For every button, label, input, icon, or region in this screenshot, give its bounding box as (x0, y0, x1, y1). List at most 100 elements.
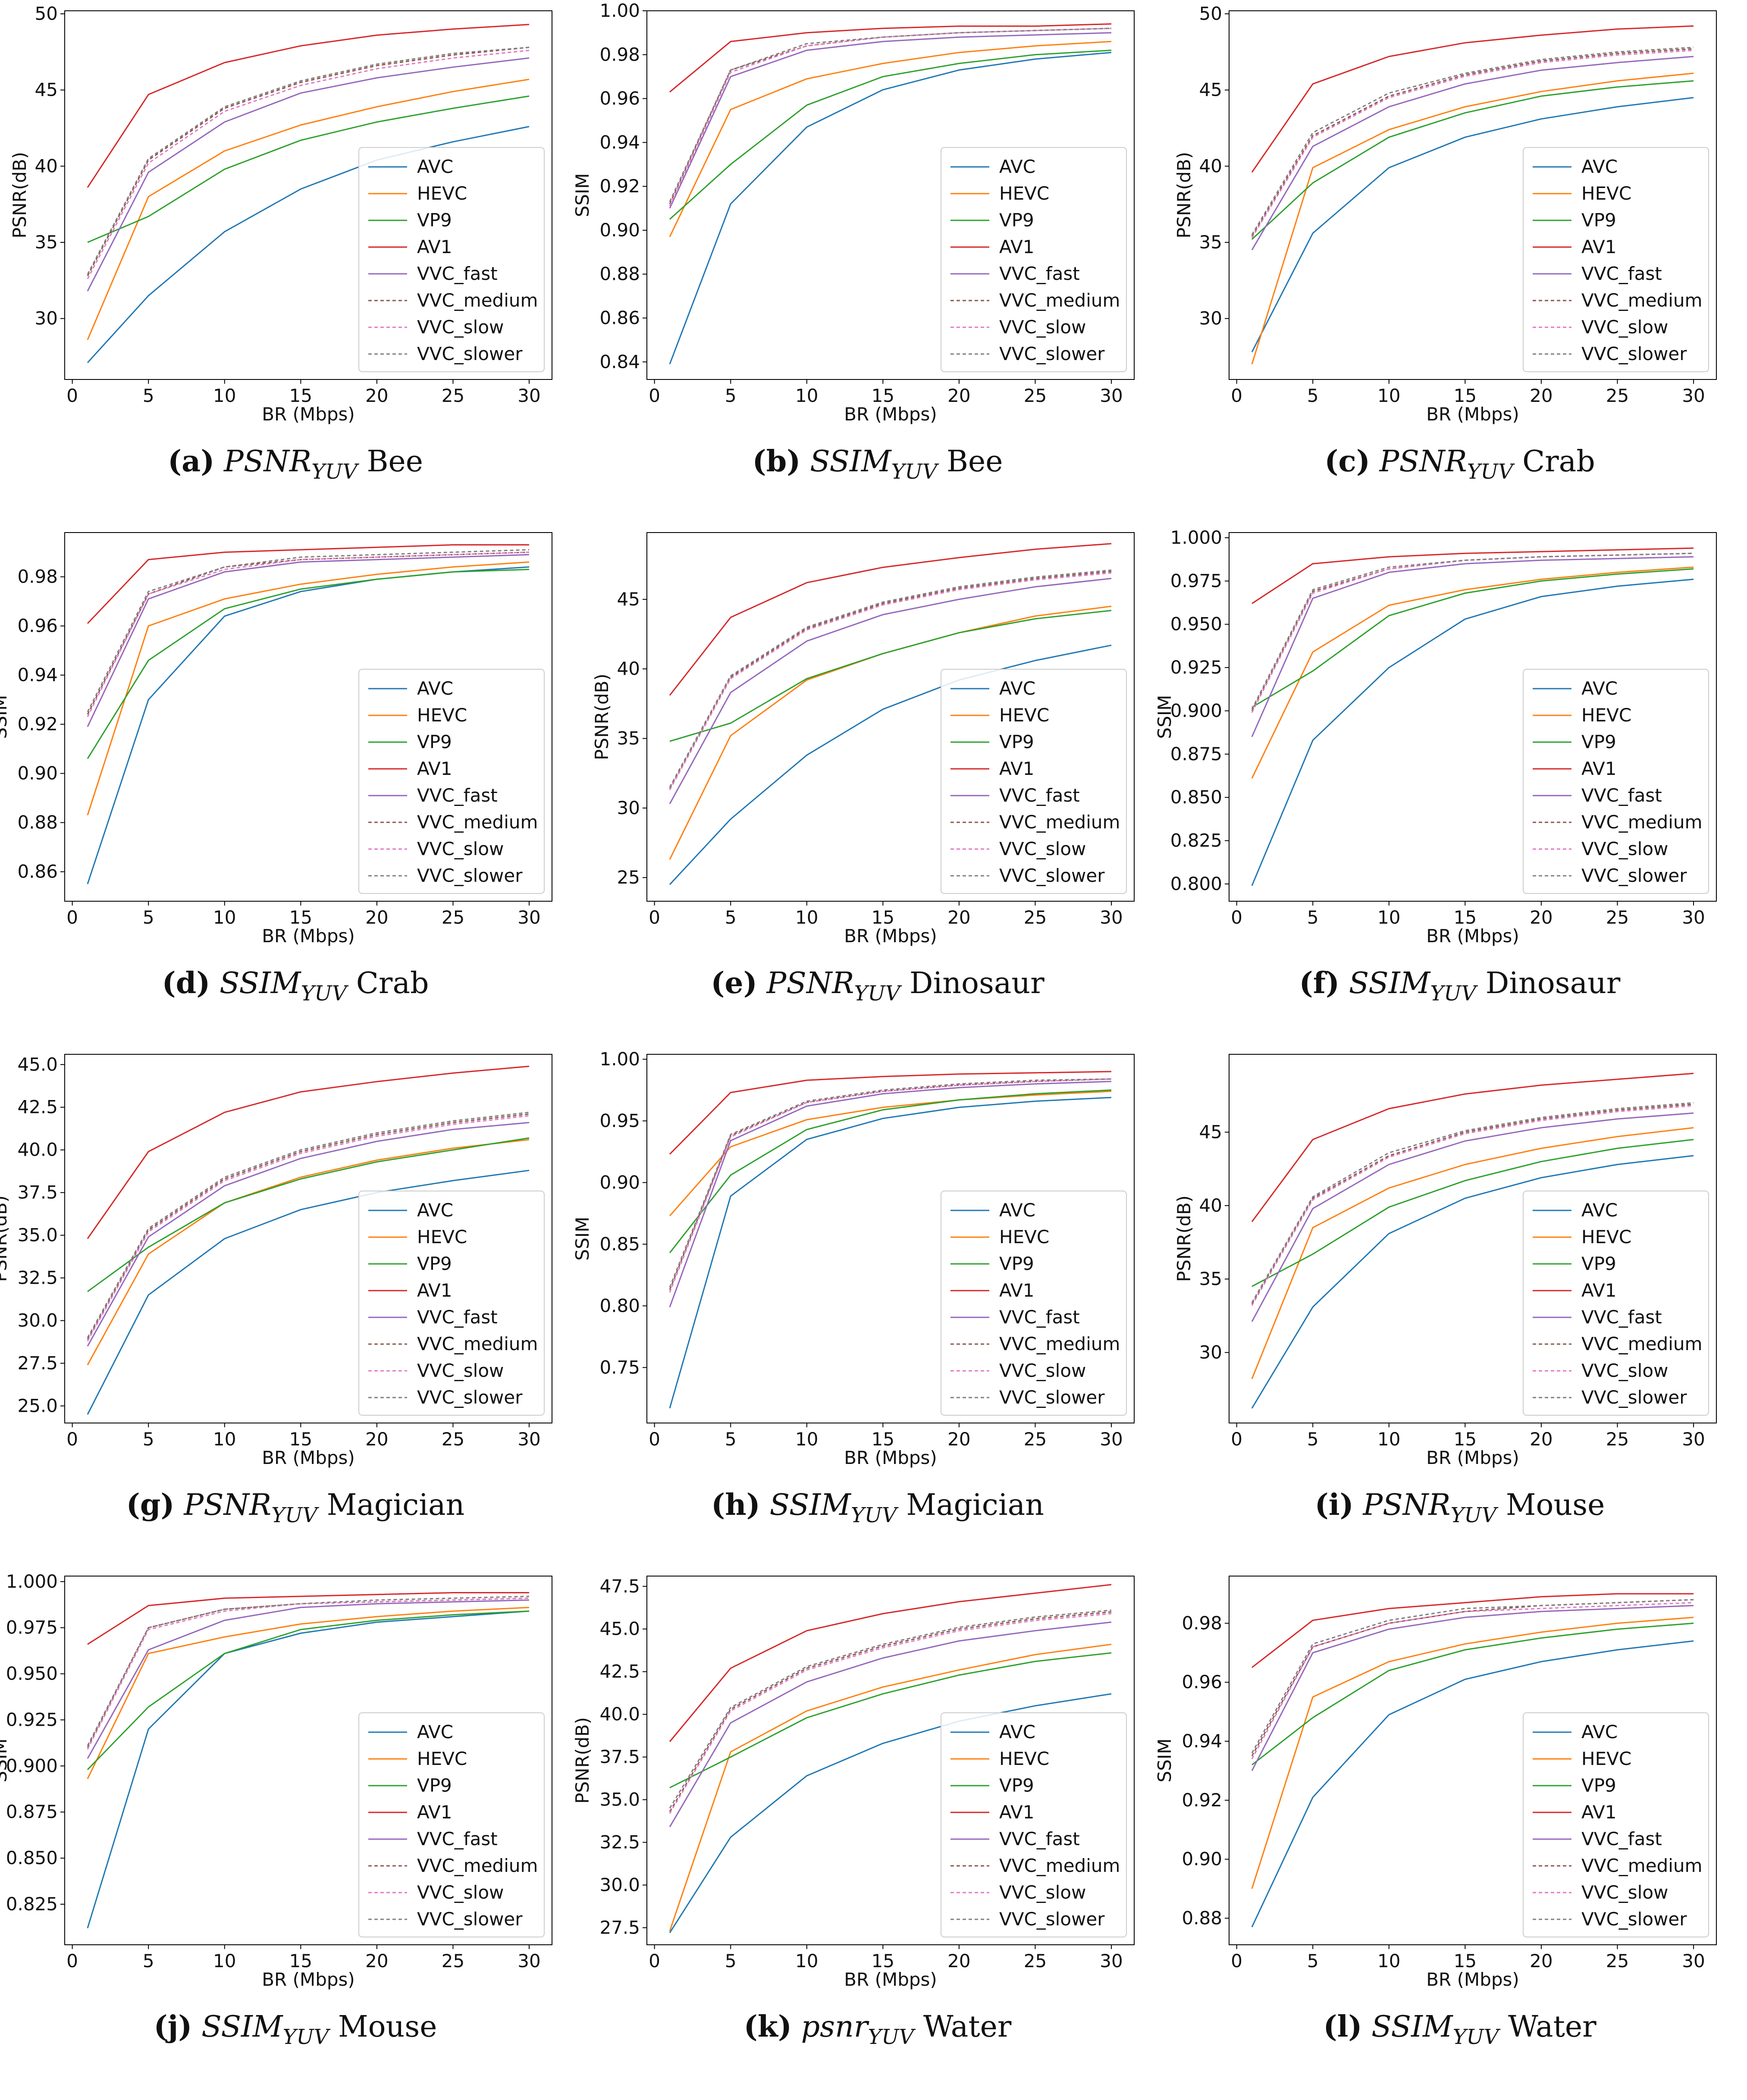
x-tick-label: 10 (1377, 1950, 1400, 1971)
x-axis-label: BR (Mbps) (262, 1969, 355, 1990)
y-axis-label: SSIM (0, 1739, 11, 1783)
legend-label: VVC_medium (999, 812, 1120, 833)
series-line-vp9 (669, 1089, 1112, 1254)
chart-panel-e: 0 5 10 15 20 25 30 25 30 35 40 45 BR (Mbps) PSNR(dB) A… (587, 522, 1169, 1056)
legend-label: VP9 (1581, 210, 1616, 231)
legend-label: AV1 (417, 758, 452, 779)
chart-caption: (l) SSIMYUV Water (1169, 2009, 1747, 2049)
x-tick-label: 30 (1682, 385, 1705, 406)
chart-h: 0 5 10 15 20 25 30 0.75 0.80 0.85 0.90 0.95 1.00 BR (… (572, 1048, 1135, 1468)
x-tick-label: 10 (213, 1950, 236, 1971)
legend-label: HEVC (417, 183, 467, 204)
series-line-hevc (1251, 1127, 1694, 1379)
legend-label: VVC_fast (1581, 263, 1662, 284)
legend-label: VVC_slower (1581, 1909, 1687, 1930)
y-tick-label: 0.925 (1170, 657, 1222, 678)
series-line-avc (669, 52, 1112, 364)
x-tick-label: 25 (1606, 385, 1629, 406)
y-tick-label: 0.95 (599, 1110, 640, 1131)
chart-panel-d: 0 5 10 15 20 25 30 0.86 0.88 0.90 0.92 0.94 0.96 0.98… (0, 522, 587, 1056)
series-line-hevc (87, 1607, 530, 1779)
y-tick-label: 40 (1199, 155, 1222, 176)
legend-label: AVC (417, 156, 453, 177)
x-tick-label: 5 (143, 1950, 154, 1971)
caption-metric: psnr (801, 2010, 868, 2044)
y-axis-label: PSNR(dB) (0, 1195, 11, 1282)
y-tick-label: 30 (35, 308, 58, 329)
legend: AVC HEVC VP9 AV1 VVC_fast VVC_medium VVC_slow V… (1523, 669, 1709, 894)
plot-frame (646, 1576, 1135, 1945)
legend-label: AVC (999, 1721, 1035, 1743)
series-line-vvc-slower (87, 47, 530, 275)
legend-label: VVC_medium (1581, 1333, 1702, 1354)
x-tick-label: 25 (442, 907, 464, 928)
series-line-vvc-fast (669, 1621, 1112, 1827)
x-tick-label: 20 (1530, 1950, 1553, 1971)
y-axis-label: SSIM (572, 1217, 593, 1261)
y-tick-label: 0.825 (1170, 830, 1222, 851)
caption-subscript: YUV (1467, 459, 1513, 484)
chart-a: 0 5 10 15 20 25 30 30 35 40 45 50 BR (Mbps) PSNR(dB) A… (9, 3, 552, 425)
chart-caption: (g) PSNRYUV Magician (4, 1488, 587, 1527)
series-line-vvc-slow (87, 1115, 530, 1341)
y-tick-label: 0.950 (6, 1663, 58, 1684)
series-line-vvc-medium (87, 47, 530, 276)
series-line-vvc-fast (669, 578, 1112, 804)
x-tick-label: 20 (365, 385, 388, 406)
x-tick-label: 10 (795, 907, 818, 928)
legend-label: VP9 (1581, 731, 1616, 752)
y-tick-label: 35.0 (17, 1225, 58, 1246)
legend-label: AV1 (417, 1802, 452, 1823)
legend-label: AVC (417, 678, 453, 699)
legend: AVC HEVC VP9 AV1 VVC_fast VVC_medium VVC_slow V… (358, 1712, 545, 1937)
series-line-vp9 (669, 1652, 1112, 1789)
series-line-hevc (1251, 566, 1694, 779)
legend-label: VVC_slower (417, 865, 523, 886)
series-line-vvc-medium (87, 1113, 530, 1340)
series-group (669, 23, 1112, 364)
series-line-vvc-fast (1251, 1112, 1694, 1322)
series-line-vvc-fast (87, 57, 530, 291)
x-tick-label: 30 (1682, 1950, 1705, 1971)
caption-subscript: YUV (311, 459, 358, 484)
x-tick-label: 0 (649, 1950, 660, 1971)
legend-label: VVC_slow (417, 317, 504, 338)
legend-label: VVC_fast (999, 785, 1080, 806)
caption-metric: PSNR (766, 966, 854, 1000)
plot-frame (1229, 532, 1717, 902)
legend-label: VVC_slow (1581, 317, 1668, 338)
legend-label: VVC_slow (1581, 838, 1668, 859)
series-line-vvc-slower (1251, 552, 1694, 710)
x-tick-label: 30 (518, 1950, 540, 1971)
y-tick-label: 1.000 (6, 1571, 58, 1592)
series-line-vvc-fast (87, 1122, 530, 1347)
y-tick-label: 0.850 (1170, 787, 1222, 808)
caption-metric: SSIM (769, 1488, 851, 1522)
plot-frame (646, 1054, 1135, 1423)
x-tick-label: 15 (1454, 1950, 1477, 1971)
x-tick-label: 20 (365, 1950, 388, 1971)
chart-caption: (i) PSNRYUV Mouse (1169, 1488, 1747, 1527)
series-line-vvc-slow (1251, 1105, 1694, 1306)
series-line-avc (1251, 578, 1694, 886)
y-tick-label: 0.90 (599, 1172, 640, 1193)
chart-panel-a: 0 5 10 15 20 25 30 30 35 40 45 50 BR (Mbps) PSNR(dB) A… (4, 0, 587, 535)
x-tick-label: 0 (1231, 385, 1242, 406)
legend-label: AV1 (1581, 1802, 1617, 1823)
x-axis-label: BR (Mbps) (262, 925, 355, 947)
y-tick-label: 42.5 (599, 1661, 640, 1682)
x-tick-label: 20 (365, 1429, 388, 1450)
legend-label: VVC_slower (1581, 865, 1687, 886)
legend: AVC HEVC VP9 AV1 VVC_fast VVC_medium VVC_slow V… (358, 669, 545, 894)
series-line-vvc-slower (669, 28, 1112, 202)
legend: AVC HEVC VP9 AV1 VVC_fast VVC_medium VVC_slow V… (941, 1712, 1127, 1937)
legend-label: AVC (1581, 1721, 1618, 1743)
legend: AVC HEVC VP9 AV1 VVC_fast VVC_medium VVC_slow V… (358, 1191, 545, 1416)
chart-panel-g: 0 5 10 15 20 25 30 25.0 27.5 30.0 32.5 35.0 37.5 40.0… (0, 1044, 587, 1578)
series-line-vvc-fast (87, 1599, 530, 1759)
x-tick-label: 0 (649, 385, 660, 406)
legend-label: VVC_fast (1581, 1828, 1662, 1849)
caption-subscript: YUV (891, 459, 938, 484)
y-tick-label: 0.88 (1182, 1907, 1222, 1928)
series-line-av1 (1251, 1072, 1694, 1222)
